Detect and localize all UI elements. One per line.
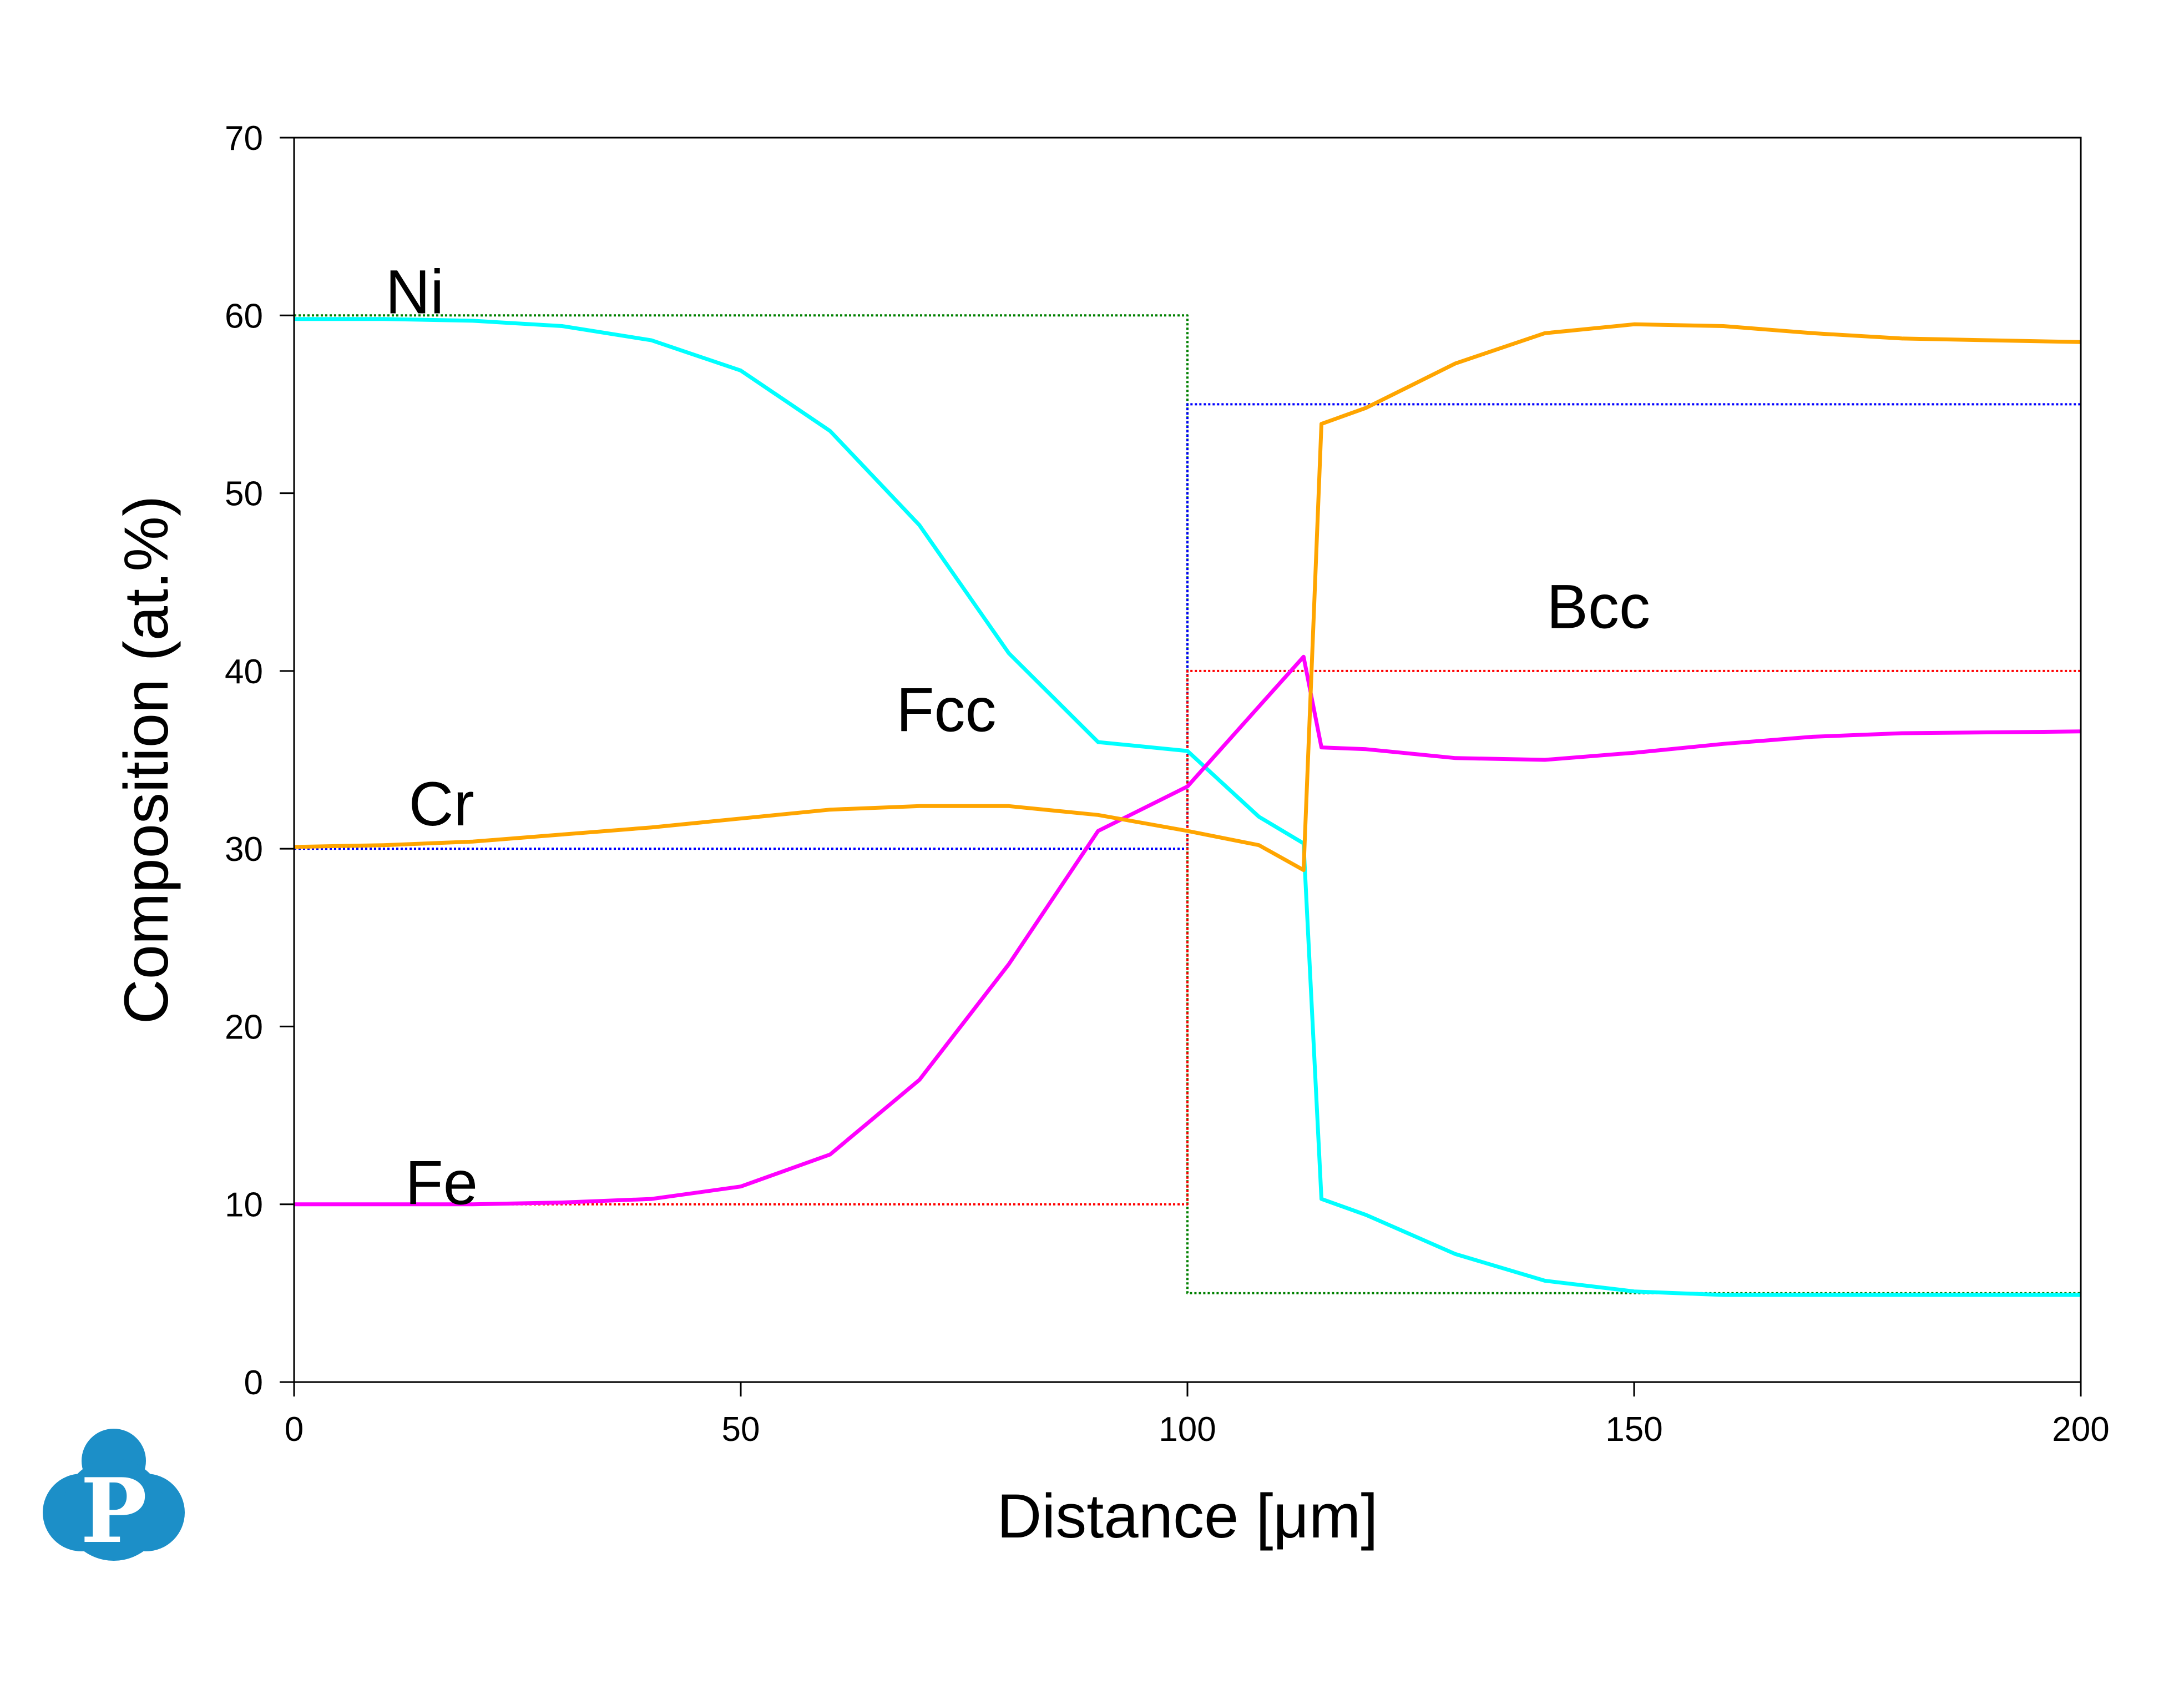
annotation-label: Ni [385,258,444,327]
annotation-label: Fe [405,1148,478,1217]
x-tick-label: 150 [1605,1410,1662,1449]
x-axis-label: Distance [μm] [997,1481,1378,1551]
brand-logo: P [43,1429,185,1563]
x-tick-label: 50 [722,1410,760,1449]
series-line [294,654,2081,1207]
annotation-layer: Ni Cr Fe Fcc Bcc [385,258,1650,1218]
y-tick-label: 30 [225,830,263,869]
series-line [294,322,2081,873]
annotation-label: Fcc [896,675,996,744]
x-tick-label: 100 [1159,1410,1216,1449]
x-tick-label: 200 [2052,1410,2109,1449]
series-line [294,317,2081,1297]
annotation-label: Bcc [1546,572,1650,642]
series-dotted-line [294,669,2081,1206]
y-tick-label: 40 [225,653,263,691]
tick-layer: 0 50 100 150 200 0 10 20 30 40 50 60 70 [225,119,2110,1449]
x-tick-label: 0 [285,1410,304,1449]
logo-letter: P [80,1459,147,1563]
annotation-label: Cr [409,769,474,839]
y-tick-label: 0 [244,1364,263,1402]
y-tick-label: 10 [225,1186,263,1224]
series-layer [294,314,2081,1297]
y-axis-label: Composition (at.%) [112,496,181,1024]
y-tick-label: 20 [225,1008,263,1046]
y-tick-label: 50 [225,475,263,513]
y-tick-label: 70 [225,119,263,158]
series-dotted-line [294,403,2081,850]
y-tick-label: 60 [225,297,263,335]
logo-cloud-center [63,1459,165,1561]
